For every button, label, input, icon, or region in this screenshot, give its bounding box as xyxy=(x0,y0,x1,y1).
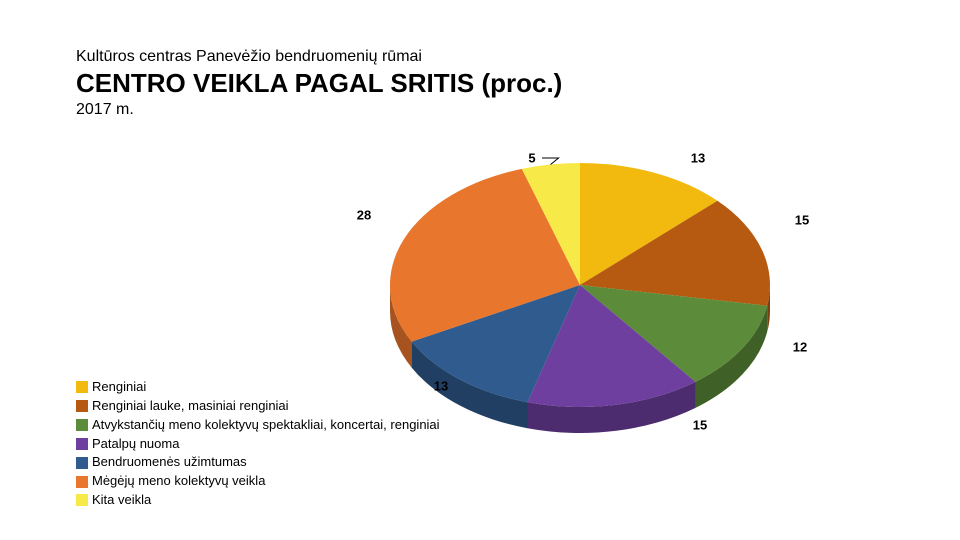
legend-swatch xyxy=(76,476,88,488)
legend-item: Bendruomenės užimtumas xyxy=(76,453,440,472)
legend-label: Bendruomenės užimtumas xyxy=(92,453,247,472)
legend-label: Renginiai xyxy=(92,378,146,397)
legend-label: Patalpų nuoma xyxy=(92,435,179,454)
leader-line xyxy=(542,158,559,164)
slice-value-label: 15 xyxy=(795,213,809,228)
legend-label: Mėgėjų meno kolektyvų veikla xyxy=(92,472,265,491)
slice-value-label: 13 xyxy=(691,151,705,166)
legend-swatch xyxy=(76,457,88,469)
legend-swatch xyxy=(76,494,88,506)
legend-item: Mėgėjų meno kolektyvų veikla xyxy=(76,472,440,491)
slice-value-label: 15 xyxy=(693,418,707,433)
legend-item: Renginiai xyxy=(76,378,440,397)
legend-label: Atvykstančių meno kolektyvų spektakliai,… xyxy=(92,416,440,435)
legend-item: Patalpų nuoma xyxy=(76,435,440,454)
legend-label: Kita veikla xyxy=(92,491,151,510)
legend-item: Kita veikla xyxy=(76,491,440,510)
slice-value-label: 12 xyxy=(793,340,807,355)
legend-swatch xyxy=(76,400,88,412)
legend-swatch xyxy=(76,419,88,431)
legend-item: Atvykstančių meno kolektyvų spektakliai,… xyxy=(76,416,440,435)
slice-value-label: 5 xyxy=(528,151,535,166)
legend-swatch xyxy=(76,438,88,450)
legend-label: Renginiai lauke, masiniai renginiai xyxy=(92,397,289,416)
slice-value-label: 28 xyxy=(357,208,371,223)
legend-swatch xyxy=(76,381,88,393)
legend-item: Renginiai lauke, masiniai renginiai xyxy=(76,397,440,416)
legend: RenginiaiRenginiai lauke, masiniai rengi… xyxy=(76,378,440,510)
